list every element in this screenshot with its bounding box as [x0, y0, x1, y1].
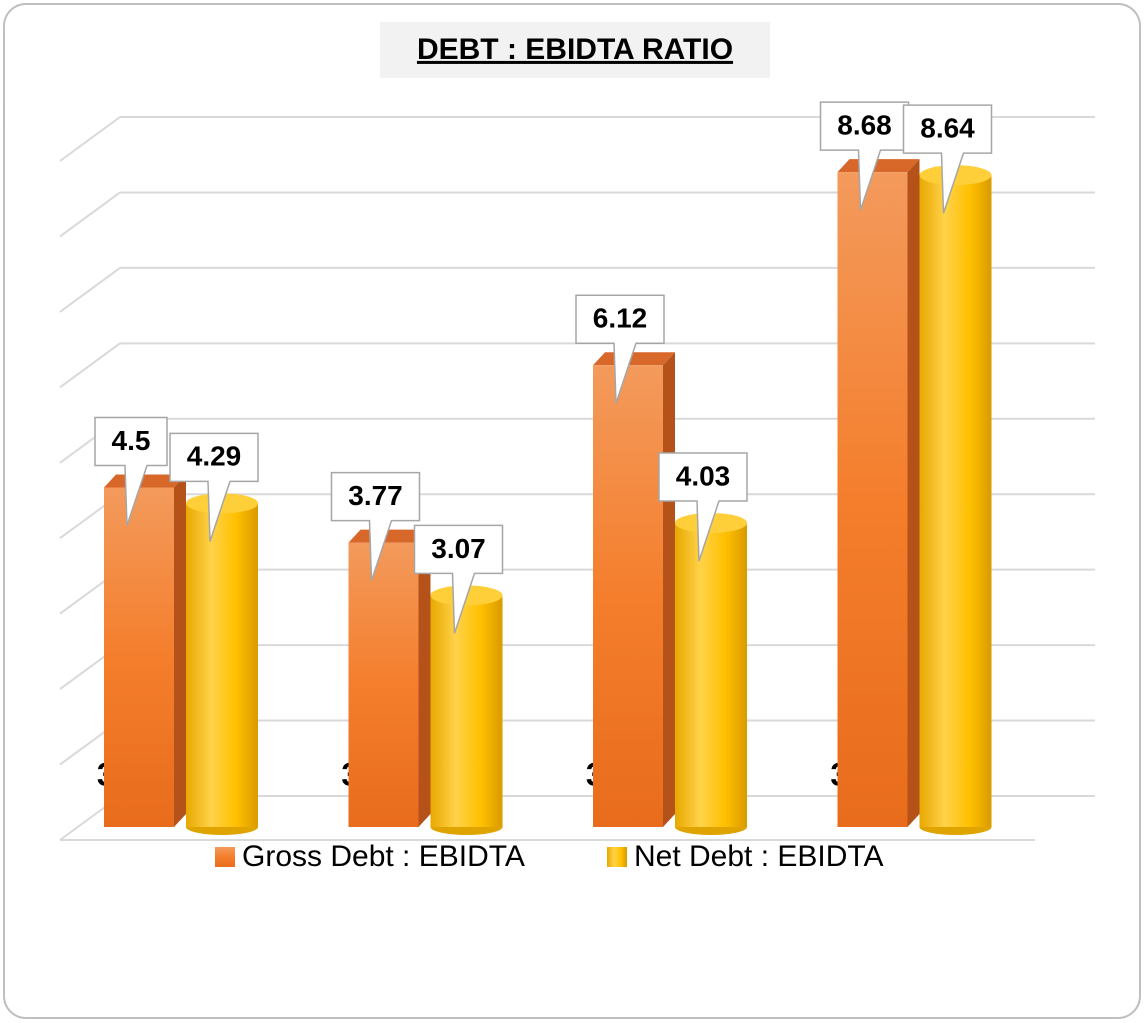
- bar-group: [919, 165, 992, 835]
- bar-group: [104, 474, 186, 827]
- label-callout: [575, 294, 665, 404]
- bar: [348, 542, 419, 827]
- label-callout: [169, 432, 259, 542]
- bar: [430, 595, 503, 827]
- data-label: 3.07: [431, 533, 486, 564]
- data-label: 4.29: [187, 441, 242, 472]
- bar-group: [186, 493, 258, 835]
- bar: [919, 175, 992, 827]
- legend-swatch: [215, 847, 235, 867]
- grid-line-side: [59, 191, 121, 238]
- bar-group: [675, 512, 747, 835]
- bar-top: [104, 474, 186, 488]
- label-callout: [902, 104, 993, 214]
- label-callout: [413, 524, 504, 634]
- data-label: 6.12: [593, 303, 648, 334]
- legend-label: Gross Debt : EBIDTA: [242, 840, 525, 873]
- chart-title: DEBT : EBIDTA RATIO: [417, 33, 733, 66]
- grid-line-side: [59, 267, 121, 313]
- grid-line-side: [59, 116, 121, 162]
- data-label: 8.68: [837, 110, 892, 141]
- bar: [675, 522, 747, 827]
- label-callout: [330, 471, 421, 581]
- label-callout: [658, 452, 748, 562]
- bar: [186, 503, 258, 827]
- legend-label: Net Debt : EBIDTA: [634, 840, 884, 873]
- bar-group: [593, 352, 675, 827]
- bar: [104, 487, 174, 827]
- bar-group: [837, 159, 920, 828]
- bar: [593, 365, 663, 827]
- bar-side: [174, 474, 186, 827]
- data-label: 8.64: [920, 113, 975, 144]
- legend-swatch: [607, 847, 627, 867]
- bar-side: [663, 352, 675, 827]
- label-callout: [94, 416, 168, 526]
- data-label: 4.5: [112, 425, 151, 456]
- bar-top: [837, 159, 920, 173]
- grid-line-side: [59, 342, 121, 389]
- bar-group: [348, 529, 431, 827]
- bar-top: [348, 529, 431, 543]
- data-label: 4.03: [676, 460, 731, 491]
- bar-group: [430, 585, 503, 835]
- bar-top: [593, 352, 675, 366]
- bar-side: [418, 529, 431, 827]
- bar-side: [907, 159, 920, 828]
- data-label: 3.77: [348, 480, 403, 511]
- title-background: [380, 22, 770, 78]
- bar: [837, 172, 908, 828]
